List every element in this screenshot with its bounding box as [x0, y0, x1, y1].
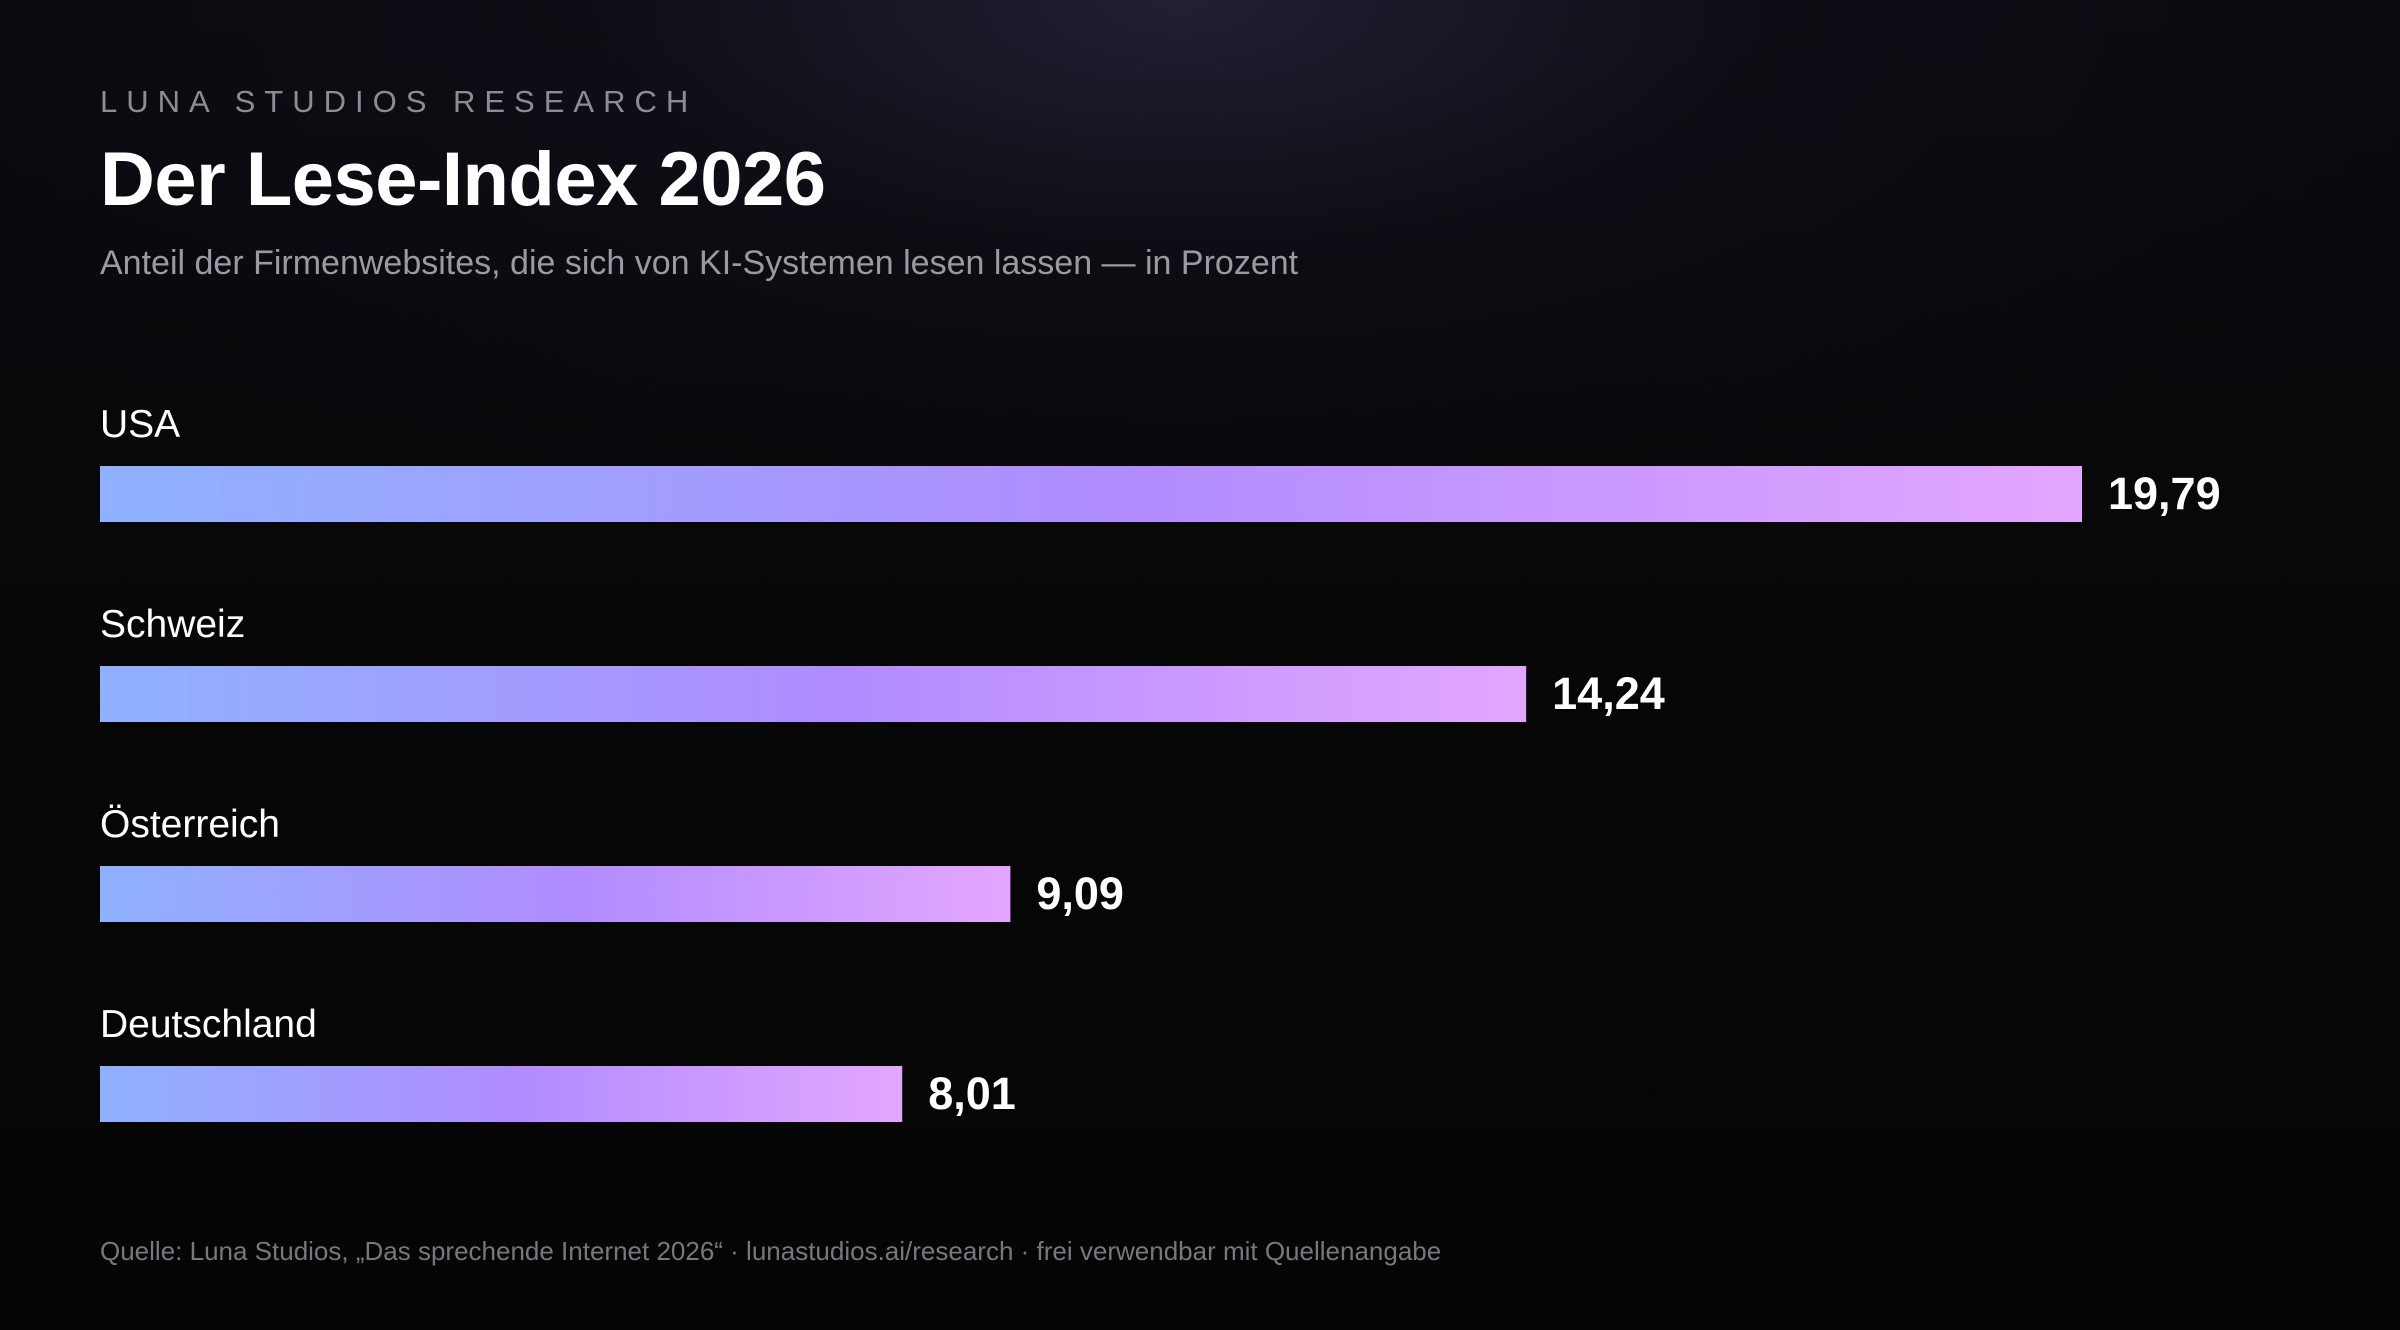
chart-subtitle: Anteil der Firmenwebsites, die sich von … [100, 244, 1299, 282]
value-label-usa: 19,79 [2108, 468, 2221, 519]
value-label-deutschland: 8,01 [928, 1068, 1016, 1119]
bar-usa [100, 466, 2082, 522]
category-label-deutschland: Deutschland [100, 1003, 317, 1046]
bars-group: USA 19,79 Schweiz 14,24 Österreich 9,09 Deutsc… [100, 403, 2221, 1122]
brand-eyebrow: LUNA STUDIOS RESEARCH [100, 84, 698, 119]
chart-title: Der Lese-Index 2026 [100, 137, 826, 222]
bar-row-oesterreich: Österreich 9,09 [100, 803, 1124, 922]
bar-row-schweiz: Schweiz 14,24 [100, 603, 1665, 722]
bar-oesterreich [100, 866, 1011, 922]
value-label-oesterreich: 9,09 [1036, 868, 1124, 919]
category-label-oesterreich: Österreich [100, 803, 280, 846]
category-label-schweiz: Schweiz [100, 603, 245, 646]
bar-row-deutschland: Deutschland 8,01 [100, 1003, 1016, 1122]
category-label-usa: USA [100, 403, 180, 446]
bar-row-usa: USA 19,79 [100, 403, 2221, 522]
value-label-schweiz: 14,24 [1552, 668, 1665, 719]
bar-deutschland [100, 1066, 903, 1122]
bar-schweiz [100, 666, 1527, 722]
source-footnote: Quelle: Luna Studios, „Das sprechende In… [100, 1236, 1442, 1266]
